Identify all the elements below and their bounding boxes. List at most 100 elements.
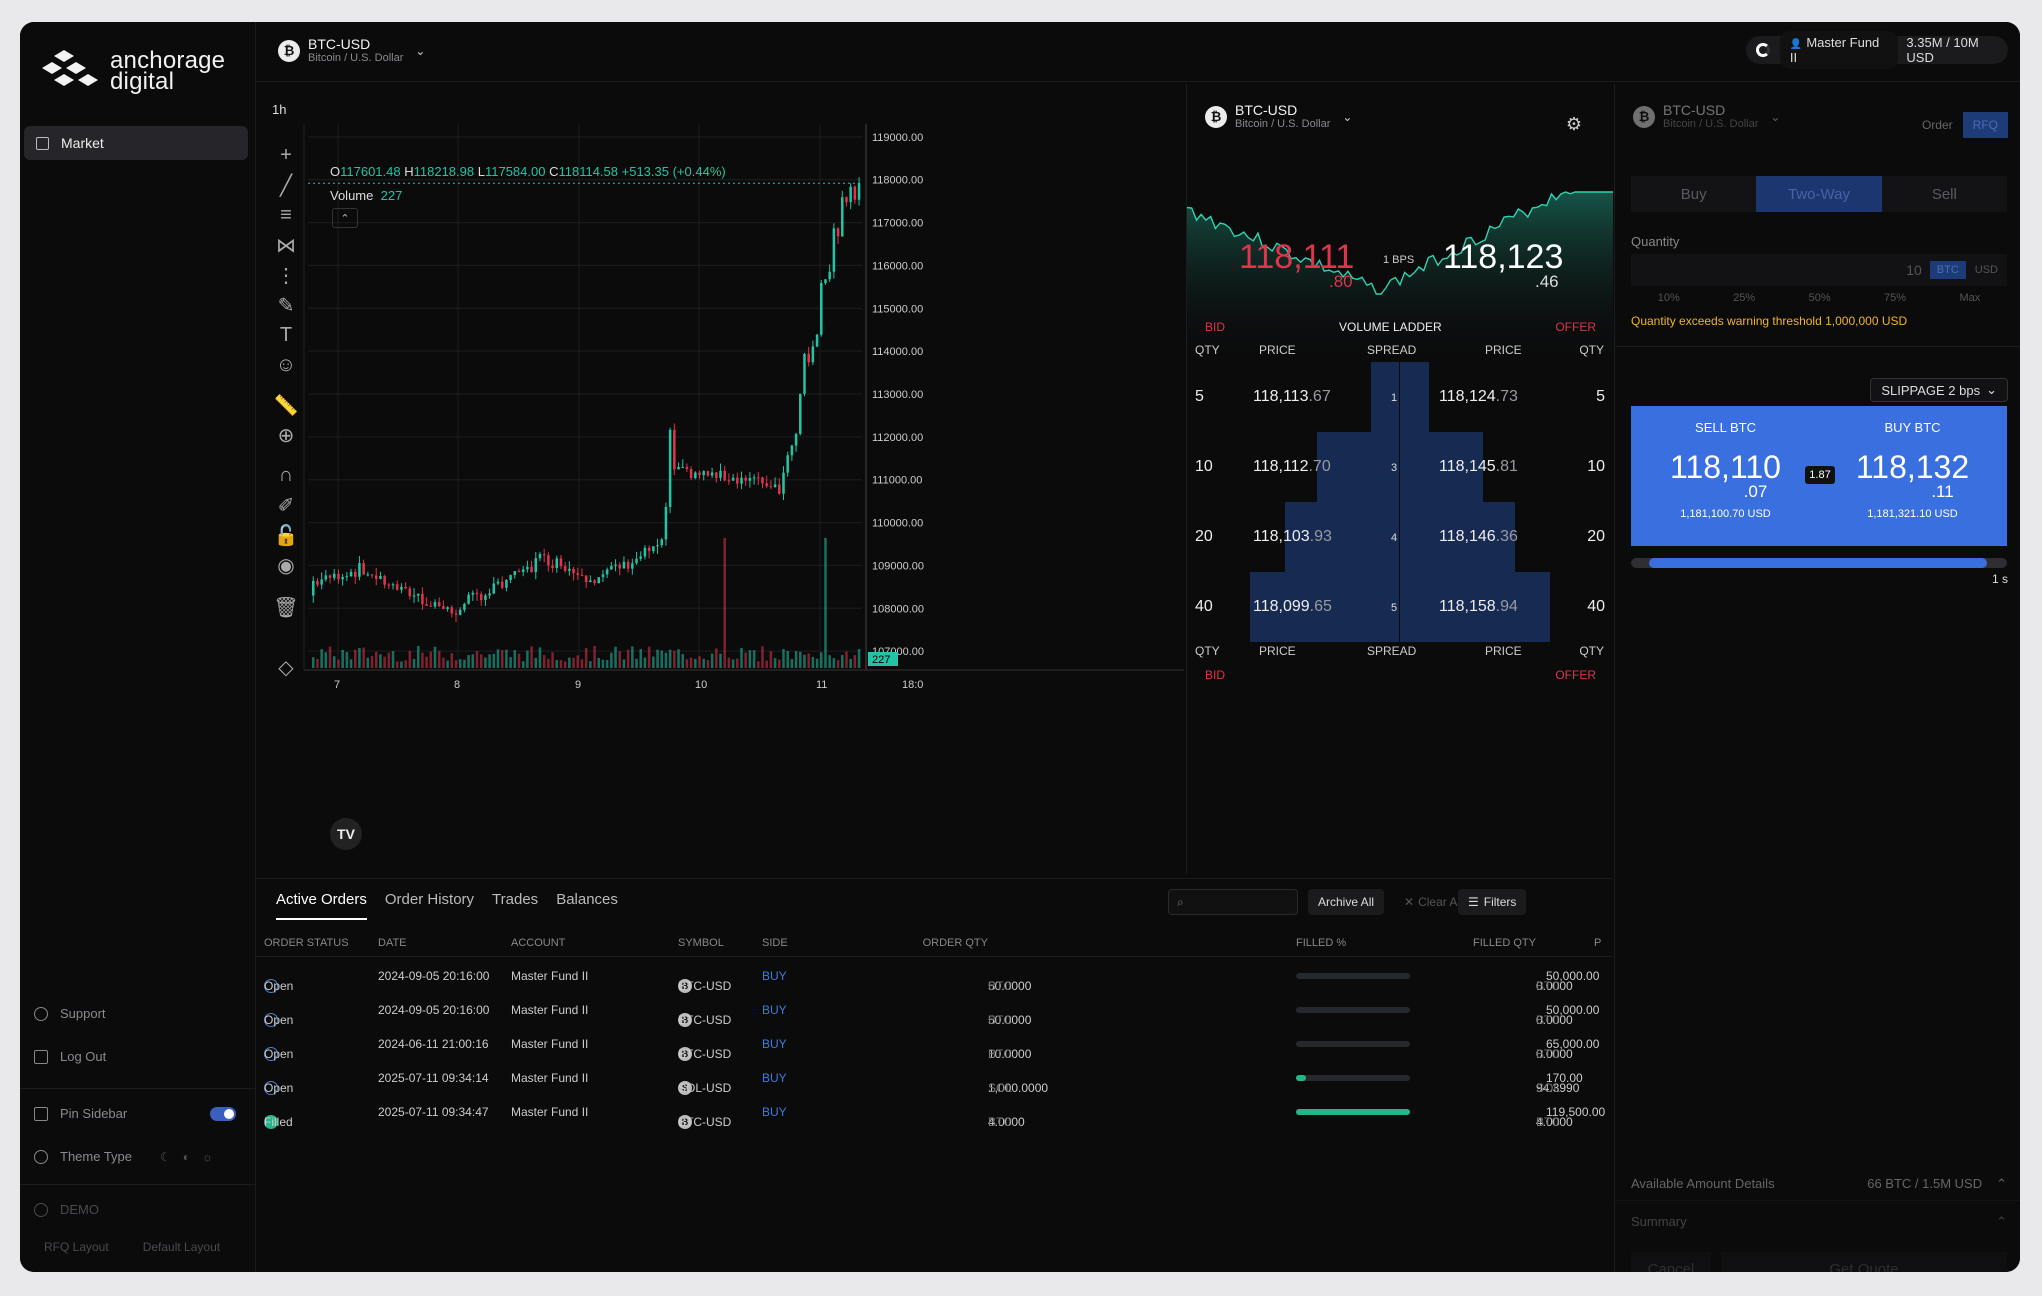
summary-accordion[interactable]: Summary ⌃ <box>1631 1214 2007 1230</box>
rfq-layout-option[interactable]: RFQ Layout <box>44 1240 109 1254</box>
cancel-button[interactable]: Cancel <box>1631 1252 1711 1272</box>
candle-body <box>332 573 336 578</box>
buy-quote-button[interactable]: BUY BTC 118,132 .11 1,181,321.10 USD <box>1818 406 2007 546</box>
preset-max[interactable]: Max <box>1959 292 1981 304</box>
candle-body <box>349 571 353 577</box>
collapse-legend-button[interactable]: ⌃ <box>332 208 358 228</box>
preset-25[interactable]: 25% <box>1733 292 1756 304</box>
lock-drawing-icon[interactable]: ✐ <box>277 494 295 517</box>
table-row[interactable]: Open 2025-07-11 09:34:14 Master Fund II S SO… <box>256 1061 1612 1095</box>
candle-body <box>589 580 592 583</box>
volume-bar <box>542 655 546 668</box>
table-row[interactable]: Open 2024-06-11 21:00:16 Master Fund II B BT… <box>256 1027 1612 1061</box>
preset-50[interactable]: 50% <box>1808 292 1831 304</box>
available-amount-accordion[interactable]: Available Amount Details 66 BTC / 1.5M U… <box>1631 1176 2007 1192</box>
tab-balances[interactable]: Balances <box>556 891 618 908</box>
filters-button[interactable]: ☰ Filters <box>1458 889 1527 915</box>
table-row[interactable]: Open 2024-09-05 20:16:00 Master Fund II B BT… <box>256 959 1612 993</box>
col-symbol[interactable]: SYMBOL <box>678 937 724 949</box>
clear-all-button[interactable]: ✕ Clear All <box>1394 889 1473 915</box>
col-account[interactable]: ACCOUNT <box>511 937 566 949</box>
col-order-qty[interactable]: ORDER QTY <box>922 937 988 949</box>
sidebar-item-support[interactable]: Support <box>34 1006 106 1021</box>
text-icon[interactable]: T <box>279 323 293 346</box>
zoom-in-icon[interactable]: ⊕ <box>277 424 295 447</box>
sidebar-item-logout[interactable]: Log Out <box>34 1049 106 1064</box>
preset-10[interactable]: 10% <box>1657 292 1680 304</box>
sell-quote-button[interactable]: SELL BTC 118,110 .07 1,181,100.70 USD <box>1631 406 1820 546</box>
price-chart[interactable]: 119000.00 118000.00 117000.00 116000.00 1150… <box>256 84 1184 874</box>
demo-row[interactable]: DEMO <box>34 1202 99 1217</box>
ladder-symbol-selector[interactable]: ₿ BTC-USD Bitcoin / U.S. Dollar ⌄ <box>1205 102 1352 131</box>
sidebar-item-market[interactable]: Market <box>24 126 248 160</box>
magnet-icon[interactable]: ∩ <box>278 463 294 486</box>
account-selector[interactable]: 👤 Master Fund II 3.35M / 10M USD <box>1746 31 2008 69</box>
volume-bar <box>517 653 521 668</box>
brand-logo[interactable]: anchorage digital <box>42 48 225 94</box>
tab-order[interactable]: Order <box>1921 118 1953 132</box>
ruler-icon[interactable]: 📏 <box>273 394 299 417</box>
table-row[interactable]: Filled 2025-07-11 09:34:47 Master Fund II B… <box>256 1095 1612 1129</box>
col-order-status[interactable]: ORDER STATUS <box>264 937 349 949</box>
tab-rfq[interactable]: RFQ <box>1962 112 2008 138</box>
col-filled-pct[interactable]: FILLED % <box>1296 937 1347 949</box>
tradingview-logo-icon[interactable]: TV <box>330 818 362 850</box>
side-sell-button[interactable]: Sell <box>1931 185 1957 203</box>
lock-icon[interactable]: 🔓 <box>273 524 299 547</box>
archive-all-button[interactable]: Archive All <box>1308 889 1385 915</box>
symbol-selector[interactable]: ₿ BTC-USD Bitcoin / U.S. Dollar ⌄ <box>278 36 425 65</box>
unit-btc-toggle[interactable]: BTC <box>1929 261 1966 279</box>
rfq-symbol-selector[interactable]: ₿ BTC-USD Bitcoin / U.S. Dollar ⌄ <box>1633 102 1780 131</box>
qty-value: 50.0000 <box>988 979 1032 993</box>
trendline-icon[interactable]: ╱ <box>279 174 293 197</box>
ladder-row[interactable]: 10 118,112.70 3 118,145.81 10 <box>1187 432 1613 520</box>
quantity-field[interactable]: 10 BTC USD <box>1631 254 2007 286</box>
moon-icon[interactable]: ☾ <box>160 1150 171 1164</box>
ladder-row[interactable]: 5 118,113.67 1 118,124.73 5 <box>1187 362 1613 450</box>
default-layout-option[interactable]: Default Layout <box>142 1240 221 1254</box>
crosshair-icon[interactable]: + <box>280 143 292 166</box>
timeframe-selector[interactable]: 1h <box>272 102 287 117</box>
brush-icon[interactable]: ✎ <box>277 294 295 317</box>
col-filled-qty[interactable]: FILLED QTY <box>1473 937 1536 949</box>
layers-icon[interactable]: ◇ <box>278 656 294 679</box>
tab-order-history[interactable]: Order History <box>384 891 475 908</box>
account-cell: Master Fund II <box>511 1003 589 1017</box>
sun-icon[interactable]: ☼ <box>202 1150 214 1164</box>
tab-active-orders[interactable]: Active Orders <box>276 891 367 920</box>
tab-trades[interactable]: Trades <box>492 891 539 908</box>
ladder-row[interactable]: 20 118,103.93 4 118,146.36 20 <box>1187 502 1613 590</box>
volume-bar <box>757 661 760 668</box>
candle-body <box>400 586 403 590</box>
bitcoin-icon: ₿ <box>278 39 300 62</box>
volume-bar <box>370 656 374 668</box>
orders-search-input[interactable]: ⌕ <box>1168 889 1298 915</box>
col-price[interactable]: P <box>1594 937 1602 949</box>
emoji-icon[interactable]: ☺ <box>275 353 297 376</box>
side-two-way-button[interactable]: Two-Way <box>1756 176 1882 212</box>
volume-bar <box>391 651 395 668</box>
candle-body <box>782 472 785 494</box>
candle-body <box>723 470 726 481</box>
eye-icon[interactable]: ◉ <box>277 554 295 577</box>
gear-icon[interactable]: ⚙ <box>1565 114 1582 134</box>
preset-75[interactable]: 75% <box>1884 292 1907 304</box>
col-date[interactable]: DATE <box>378 937 407 949</box>
trash-icon[interactable]: 🗑 <box>273 596 299 619</box>
col-side[interactable]: SIDE <box>762 937 788 949</box>
horizontal-lines-icon[interactable]: ≡ <box>280 203 292 226</box>
volume-bar <box>597 657 601 668</box>
side-buy-button[interactable]: Buy <box>1680 185 1707 203</box>
get-quote-button[interactable]: Get Quote <box>1721 1252 2007 1272</box>
pattern-icon[interactable]: ⋈ <box>276 234 296 257</box>
contrast-icon[interactable]: ◐ <box>182 1150 191 1164</box>
ladder-row[interactable]: 40 118,099.65 5 118,158.94 40 <box>1187 572 1613 660</box>
unit-usd-toggle[interactable]: USD <box>1974 264 1998 276</box>
pin-sidebar-toggle[interactable] <box>210 1107 236 1121</box>
slippage-dropdown[interactable]: SLIPPAGE 2 bps ⌄ <box>1870 378 2008 402</box>
volume-bar <box>559 660 563 668</box>
table-row[interactable]: Open 2024-09-05 20:16:00 Master Fund II B BT… <box>256 993 1612 1027</box>
fib-icon[interactable]: ⋮ <box>276 264 296 287</box>
candle-body <box>479 594 483 600</box>
candle-body <box>551 565 554 569</box>
